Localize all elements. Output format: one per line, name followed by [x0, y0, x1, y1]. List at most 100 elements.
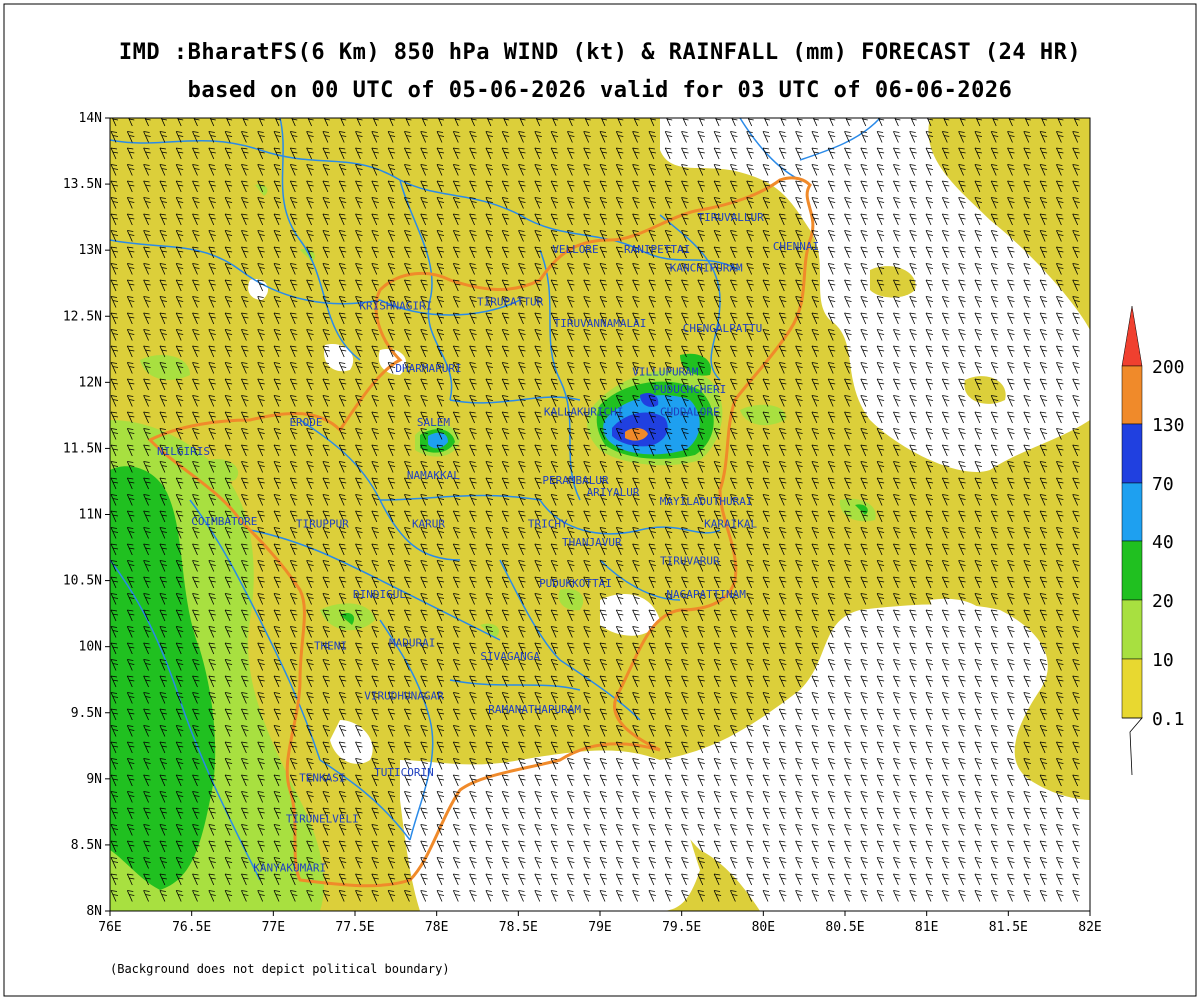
wind-barb [860, 642, 868, 655]
wind-barb [648, 378, 656, 391]
district-label: TIRUVANNAMALAI [554, 317, 647, 330]
wind-barb [648, 494, 656, 506]
wind-barb [583, 626, 591, 638]
wind-barb [844, 345, 852, 358]
wind-barb [615, 329, 624, 341]
wind-barb [941, 279, 950, 292]
wind-barb [958, 708, 966, 721]
wind-barb [469, 527, 477, 539]
wind-barb [322, 791, 330, 803]
wind-barb [436, 279, 445, 292]
wind-barb [1007, 758, 1015, 770]
wind-barb [501, 626, 510, 638]
wind-barb [175, 758, 184, 770]
wind-barb [224, 741, 233, 754]
wind-barb [762, 362, 771, 374]
wind-barb [550, 659, 559, 671]
wind-barb [289, 362, 298, 374]
wind-barb [518, 807, 526, 820]
wind-barb [257, 131, 265, 143]
wind-barb [175, 791, 184, 803]
wind-barb [208, 180, 216, 193]
wind-barb [550, 675, 559, 688]
wind-barb [567, 312, 575, 325]
wind-barb [1056, 774, 1064, 787]
wind-barb [1023, 708, 1031, 721]
lon-tick-label: 79E [588, 920, 611, 935]
wind-barb [501, 675, 510, 688]
wind-barb [990, 494, 999, 506]
wind-barb [501, 279, 510, 292]
wind-barb [713, 329, 722, 341]
wind-barb [452, 279, 461, 292]
wind-barb [257, 230, 265, 242]
wind-barb [518, 180, 526, 193]
wind-barb [599, 527, 608, 539]
wind-barb [925, 378, 934, 391]
wind-barb [958, 642, 966, 655]
wind-barb [143, 791, 151, 803]
wind-barb [323, 118, 330, 127]
wind-barb [224, 807, 233, 820]
wind-barb [990, 824, 999, 836]
wind-barb [958, 263, 966, 275]
wind-barb [958, 362, 966, 374]
wind-barb [355, 411, 363, 424]
wind-barb [126, 692, 135, 704]
wind-barb [224, 246, 233, 259]
wind-barb [208, 444, 216, 457]
wind-barb [567, 708, 575, 721]
wind-barb [1023, 444, 1031, 457]
wind-barb [306, 840, 314, 853]
wind-barb [143, 411, 151, 424]
wind-barb [713, 411, 722, 424]
wind-barb [257, 477, 265, 490]
wind-barb [534, 246, 542, 259]
wind-barb [648, 659, 656, 671]
wind-barb [893, 824, 901, 836]
wind-barb [289, 411, 298, 424]
wind-barb [697, 494, 705, 506]
wind-barb [746, 395, 754, 407]
wind-barb [126, 626, 135, 638]
wind-barb [599, 131, 608, 143]
wind-barb [322, 147, 330, 160]
wind-barb [974, 197, 982, 209]
lat-tick-label: 13N [79, 243, 102, 258]
wind-barb [550, 807, 559, 820]
wind-barb [844, 378, 852, 391]
wind-barb [713, 609, 722, 622]
wind-barb [1072, 543, 1080, 556]
wind-barb [208, 362, 216, 374]
wind-barb [224, 147, 233, 160]
wind-barb [387, 296, 396, 308]
wind-barb [876, 279, 885, 292]
wind-barb [811, 329, 819, 341]
wind-barb [827, 807, 836, 820]
wind-barb [583, 147, 591, 160]
wind-barb [224, 477, 233, 490]
wind-barb [746, 180, 754, 193]
wind-barb [159, 758, 167, 770]
wind-barb [974, 279, 982, 292]
wind-barb [1056, 543, 1064, 556]
wind-barb [567, 593, 575, 605]
wind-barb [583, 279, 591, 292]
wind-barb [746, 642, 754, 655]
wind-barb [289, 147, 298, 160]
wind-barb [762, 378, 771, 391]
wind-barb [990, 774, 999, 787]
wind-barb [143, 807, 151, 820]
legend-swatch [1121, 365, 1143, 425]
wind-barb [990, 230, 999, 242]
wind-barb [762, 477, 771, 490]
wind-barb [910, 118, 917, 127]
wind-barb [306, 494, 314, 506]
wind-barb [632, 131, 640, 143]
wind-barb [762, 824, 771, 836]
wind-barb [860, 230, 868, 242]
wind-barb [925, 692, 934, 704]
wind-barb [387, 774, 396, 787]
wind-barb [1023, 345, 1031, 358]
wind-barb [974, 428, 982, 440]
